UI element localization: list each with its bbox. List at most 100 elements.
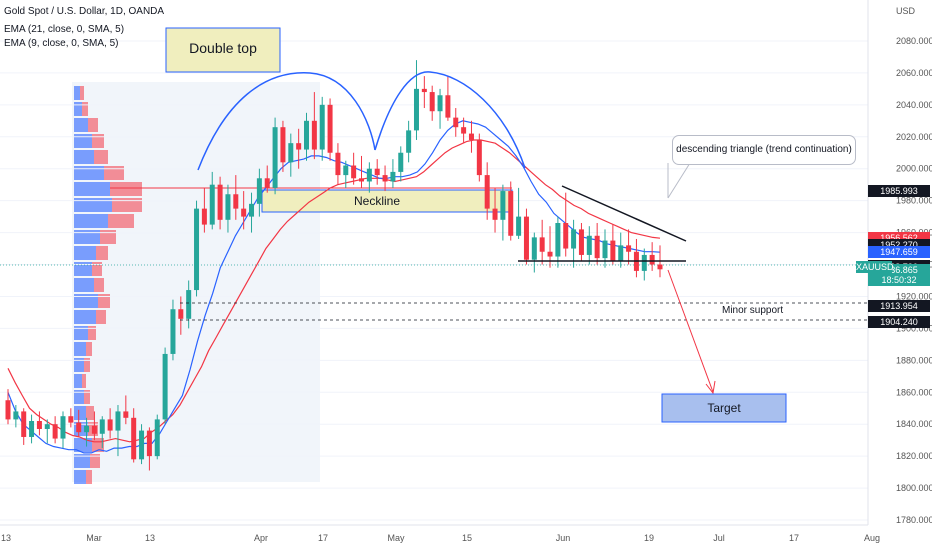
candle-body <box>194 208 200 291</box>
volume-down-bar <box>98 294 110 308</box>
candle-body <box>60 416 66 439</box>
y-tick-label: 1880.000 <box>896 355 932 365</box>
candle-body <box>578 229 584 255</box>
candle-body <box>107 419 113 431</box>
volume-down-bar <box>84 390 90 404</box>
y-tick-label: 1860.000 <box>896 387 932 397</box>
triangle-callout: descending triangle (trend continuation) <box>672 135 856 165</box>
candle-body <box>413 88 419 131</box>
candle-body <box>288 143 294 163</box>
volume-profile <box>74 86 142 484</box>
volume-down-bar <box>104 166 124 180</box>
volume-up-bar <box>74 454 90 468</box>
candle-body <box>249 203 255 217</box>
x-tick-15: 15 <box>461 533 473 543</box>
candle-body <box>390 171 396 182</box>
candle-body <box>178 309 184 319</box>
candle-body <box>186 290 192 319</box>
callout-pointer-b <box>667 162 691 199</box>
volume-up-bar <box>74 214 108 228</box>
candle-body <box>547 251 553 257</box>
candle-body <box>343 165 349 176</box>
volume-up-bar <box>74 102 82 116</box>
volume-down-bar <box>90 454 100 468</box>
volume-up-bar <box>74 182 110 196</box>
right-top-arc <box>374 71 526 169</box>
y-tick-label: 2020.000 <box>896 132 932 142</box>
y-tick-label: 1920.000 <box>896 291 932 301</box>
x-tick-apr: Apr <box>253 533 269 543</box>
candle-body <box>91 425 97 434</box>
volume-down-bar <box>96 246 108 260</box>
candle-body <box>531 237 537 260</box>
candle-body <box>44 424 50 429</box>
candle-body <box>139 430 145 460</box>
y-tick-label: 1980.000 <box>896 196 932 206</box>
candle-body <box>445 95 451 118</box>
volume-up-bar <box>74 374 82 388</box>
candle-body <box>563 223 569 249</box>
y-tick-label: 1820.000 <box>896 451 932 461</box>
volume-up-bar <box>74 310 96 324</box>
volume-down-bar <box>82 374 86 388</box>
volume-up-bar <box>74 438 92 452</box>
candle-body <box>131 417 137 460</box>
candle-body <box>468 133 474 140</box>
candle-body <box>209 184 215 225</box>
volume-up-bar <box>74 150 94 164</box>
candle-body <box>437 95 443 112</box>
volume-down-bar <box>94 278 104 292</box>
volume-up-bar <box>74 294 98 308</box>
ema21-line <box>7 139 661 443</box>
candle-body <box>492 208 498 220</box>
candle-body <box>99 419 105 434</box>
price-tag: 1913.954 <box>868 300 930 313</box>
x-tick-aug: Aug <box>863 533 881 543</box>
candle-body <box>76 422 82 433</box>
volume-down-bar <box>80 86 84 100</box>
y-tick-label: 1900.000 <box>896 323 932 333</box>
volume-down-bar <box>86 406 94 420</box>
volume-down-bar <box>110 182 142 196</box>
candle-body <box>280 127 286 163</box>
candle-body <box>398 152 404 172</box>
candle-body <box>304 120 310 150</box>
candle-body <box>500 191 506 220</box>
left-top-arc <box>197 72 376 171</box>
candle-body <box>335 152 341 176</box>
candle-body <box>327 104 333 153</box>
x-tick-jun: Jun <box>555 533 571 543</box>
y-tick-label: 2000.000 <box>896 164 932 174</box>
candle-body <box>319 104 325 150</box>
price-tag: 1904.240 <box>868 315 930 328</box>
candle-body <box>256 178 262 204</box>
candle-body <box>429 92 435 112</box>
candle-body <box>406 130 412 153</box>
currency-label: USD <box>896 6 916 16</box>
candle-body <box>351 165 357 179</box>
volume-down-bar <box>96 310 106 324</box>
candle-body <box>453 117 459 128</box>
volume-up-bar <box>74 246 96 260</box>
candle-body <box>146 430 152 457</box>
volume-down-bar <box>86 470 92 484</box>
candle-body <box>21 411 27 437</box>
chart-title: Gold Spot / U.S. Dollar, 1D, OANDA <box>4 6 165 17</box>
candle-body <box>233 194 239 209</box>
volume-up-bar <box>74 406 86 420</box>
volume-down-bar <box>82 102 88 116</box>
candle-body <box>382 175 388 182</box>
candle-body <box>641 254 647 271</box>
candle-body <box>264 178 270 188</box>
candle-body <box>170 309 176 354</box>
volume-up-bar <box>74 470 86 484</box>
candle-body <box>571 229 577 249</box>
candle-body <box>68 416 74 423</box>
candle-body <box>13 411 19 420</box>
candle-body <box>201 208 207 225</box>
candle-body <box>84 425 90 433</box>
candle-body <box>476 139 482 176</box>
volume-down-bar <box>112 198 142 212</box>
y-tick-label: 1800.000 <box>896 483 932 493</box>
